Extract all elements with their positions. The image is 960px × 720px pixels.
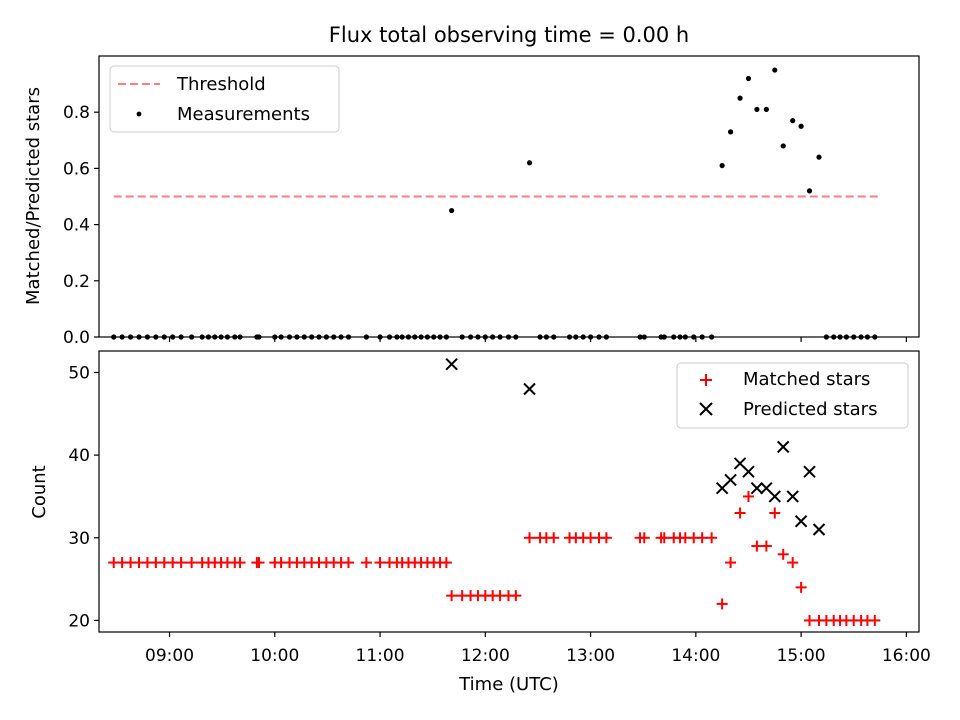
measurement-point: [806, 188, 813, 194]
predicted-star-point: [786, 490, 799, 503]
measurement-point: [816, 154, 822, 160]
matched-star-point: [234, 557, 246, 569]
count-legend-box: [676, 362, 909, 429]
x-tick-label: 09:00: [145, 646, 194, 666]
ratio-y-tick-label: 0.0: [63, 328, 90, 348]
matched-star-point: [175, 557, 187, 569]
legend-matched-label: Matched stars: [743, 369, 870, 390]
matched-star-point: [734, 507, 746, 519]
ratio-y-tick-label: 0.6: [63, 159, 90, 179]
measurement-point: [790, 118, 796, 124]
count-ticks: 20 30 40 50 09:00 10:00 11:00 12:00 13:00 14:00 15…: [68, 363, 931, 666]
x-tick-label: 10:00: [250, 646, 299, 666]
matched-star-point: [360, 557, 372, 569]
legend-measurements-marker: [136, 111, 142, 117]
count-y-tick-label: 30: [68, 529, 90, 549]
x-tick-label: 13:00: [566, 646, 615, 666]
measurement-point: [719, 162, 725, 169]
count-y-tick-label: 40: [68, 446, 90, 466]
matched-star-point: [342, 557, 354, 569]
count-y-tick-label: 20: [68, 611, 90, 631]
legend-predicted-label: Predicted stars: [743, 399, 877, 420]
matched-star-point: [440, 557, 452, 569]
matched-star-point: [696, 532, 708, 544]
matched-star-point: [600, 532, 612, 544]
x-tick-label: 11:00: [356, 646, 405, 666]
predicted-star-point: [724, 473, 737, 487]
x-axis-label: Time (UTC): [458, 674, 559, 695]
measurement-point: [780, 143, 786, 149]
matched-star-point: [795, 581, 807, 593]
predicted-star-point: [803, 465, 816, 478]
predicted-star-point: [768, 490, 781, 503]
predicted-star-point: [812, 523, 826, 536]
count-panel: Count Time (UTC) 20 30 40 50 09:00 10:00 11:00…: [29, 350, 931, 695]
matched-star-point: [787, 557, 799, 569]
matched-star-point: [742, 490, 754, 502]
predicted-star-point: [523, 382, 536, 396]
ratio-panel: Flux total observing time = 0.00 h Match…: [23, 23, 920, 348]
matched-star-point: [760, 540, 772, 552]
ratio-legend-box: [109, 65, 340, 133]
matched-star-point: [510, 590, 522, 602]
x-tick-label: 14:00: [671, 646, 720, 666]
legend-predicted-marker: [699, 402, 713, 416]
ratio-y-tick-label: 0.8: [63, 103, 90, 123]
ratio-legend: Threshold Measurements: [109, 65, 340, 133]
measurement-point: [449, 207, 455, 214]
matched-star-point: [769, 507, 781, 519]
matched-star-point: [706, 532, 718, 544]
chart-title: Flux total observing time = 0.00 h: [329, 23, 689, 47]
measurement-point: [526, 160, 533, 166]
legend-measurements-label: Measurements: [177, 104, 310, 125]
measurement-point: [772, 67, 778, 73]
measurement-point: [798, 123, 804, 129]
measurement-point: [754, 106, 760, 112]
x-tick-label: 15:00: [777, 646, 826, 666]
predicted-star-point: [794, 515, 808, 528]
matched-star-point: [658, 532, 670, 544]
x-tick-label: 12:00: [461, 646, 510, 666]
matched-star-point: [751, 540, 763, 552]
matched-star-point: [548, 532, 560, 544]
legend-matched-marker: [700, 374, 712, 386]
legend-threshold-label: Threshold: [176, 74, 266, 95]
matched-star-point: [186, 557, 198, 569]
matched-star-point: [446, 590, 458, 602]
matched-star-point: [869, 614, 881, 626]
matched-star-point: [374, 557, 386, 569]
ratio-y-axis-label: Matched/Predicted stars: [23, 87, 44, 305]
matched-star-point: [638, 532, 650, 544]
ratio-axes-frame: [98, 55, 920, 338]
ratio-ticks: 0.0 0.2 0.4 0.6 0.8: [63, 103, 907, 348]
measurement-point: [727, 129, 734, 135]
measurement-point: [745, 75, 752, 82]
x-tick-label: 16:00: [882, 646, 931, 666]
count-y-tick-label: 50: [68, 363, 90, 383]
measurement-point: [763, 106, 769, 112]
count-axes-frame: [98, 350, 920, 633]
predicted-star-point: [445, 358, 458, 371]
matched-star-point: [524, 532, 536, 544]
measurement-point: [737, 95, 743, 101]
ratio-y-tick-label: 0.2: [63, 272, 90, 292]
predicted-star-point: [777, 440, 790, 454]
matched-star-point: [716, 598, 728, 610]
matched-star-point: [253, 557, 265, 569]
count-plot-area: [108, 358, 881, 626]
matched-star-point: [725, 557, 737, 569]
count-legend: Matched stars Predicted stars: [676, 362, 909, 429]
ratio-y-tick-label: 0.4: [63, 216, 90, 236]
predicted-star-point: [750, 481, 764, 495]
count-y-axis-label: Count: [29, 465, 50, 518]
predicted-star-point: [742, 465, 755, 478]
matched-star-point: [804, 614, 816, 626]
matched-star-point: [777, 548, 789, 560]
